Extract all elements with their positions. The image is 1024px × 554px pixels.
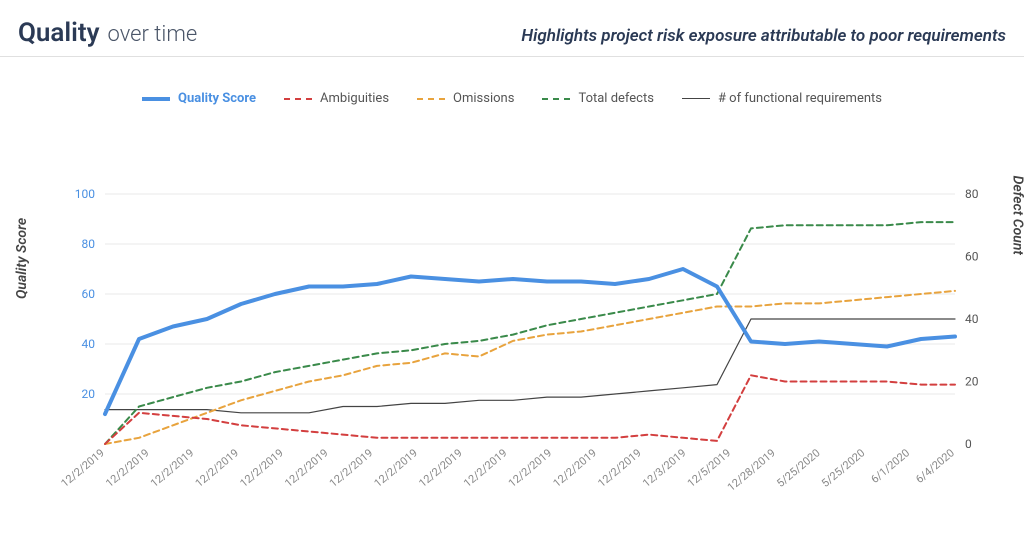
svg-text:100: 100: [75, 187, 95, 201]
svg-text:12/2/2019: 12/2/2019: [193, 446, 241, 490]
svg-text:20: 20: [82, 387, 96, 401]
svg-text:12/2/2019: 12/2/2019: [237, 446, 285, 490]
legend-item-defects[interactable]: Total defects: [542, 91, 654, 106]
chart-container: Quality Score Ambiguities Omissions Total d…: [0, 57, 1024, 497]
legend: Quality Score Ambiguities Omissions Total d…: [0, 57, 1024, 114]
svg-text:6/4/2020: 6/4/2020: [913, 446, 957, 486]
svg-text:12/2/2019: 12/2/2019: [327, 446, 375, 490]
series-quality: [105, 269, 955, 414]
svg-text:12/28/2019: 12/28/2019: [725, 446, 778, 494]
y-axis-right-label: Defect Count: [1010, 175, 1024, 255]
legend-label: Total defects: [578, 91, 654, 106]
svg-text:40: 40: [82, 337, 96, 351]
header: Quality over time Highlights project ris…: [0, 0, 1024, 57]
svg-text:5/25/2020: 5/25/2020: [819, 446, 867, 490]
legend-item-funcreq[interactable]: # of functional requirements: [682, 91, 882, 106]
svg-text:80: 80: [965, 187, 979, 201]
svg-text:12/2/2019: 12/2/2019: [461, 446, 509, 490]
legend-label: # of functional requirements: [718, 91, 882, 106]
series-ambig: [105, 375, 955, 444]
svg-text:12/2/2019: 12/2/2019: [58, 446, 106, 490]
legend-swatch: [284, 98, 312, 100]
svg-text:12/2/2019: 12/2/2019: [595, 446, 643, 490]
y-axis-left-label: Quality Score: [14, 218, 30, 299]
chart-svg: 2040608010002040608012/2/201912/2/201912…: [0, 114, 1024, 554]
page-title: Quality over time: [18, 18, 197, 48]
svg-text:12/2/2019: 12/2/2019: [103, 446, 151, 490]
svg-text:12/2/2019: 12/2/2019: [551, 446, 599, 490]
svg-text:60: 60: [82, 287, 96, 301]
title-main: Quality: [18, 18, 100, 48]
title-sub: over time: [108, 22, 198, 47]
legend-label: Omissions: [453, 91, 514, 106]
svg-text:5/25/2020: 5/25/2020: [774, 446, 822, 490]
legend-label: Quality Score: [178, 91, 256, 106]
subtitle: Highlights project risk exposure attribu…: [521, 26, 1006, 46]
svg-text:12/2/2019: 12/2/2019: [148, 446, 196, 490]
svg-text:12/2/2019: 12/2/2019: [416, 446, 464, 490]
legend-item-quality[interactable]: Quality Score: [142, 91, 256, 106]
svg-text:20: 20: [965, 375, 979, 389]
svg-text:80: 80: [82, 237, 96, 251]
svg-text:12/3/2019: 12/3/2019: [640, 446, 688, 490]
legend-label: Ambiguities: [320, 91, 389, 106]
legend-swatch: [417, 98, 445, 100]
series-omiss: [105, 291, 955, 444]
svg-text:12/2/2019: 12/2/2019: [282, 446, 330, 490]
series-defects: [105, 222, 955, 444]
svg-text:12/2/2019: 12/2/2019: [506, 446, 554, 490]
svg-text:60: 60: [965, 250, 979, 264]
svg-text:12/2/2019: 12/2/2019: [372, 446, 420, 490]
legend-swatch: [142, 97, 170, 101]
legend-item-ambig[interactable]: Ambiguities: [284, 91, 389, 106]
legend-item-omiss[interactable]: Omissions: [417, 91, 514, 106]
svg-text:40: 40: [965, 312, 979, 326]
legend-swatch: [682, 98, 710, 99]
series-funcreq: [105, 319, 955, 413]
svg-text:6/1/2020: 6/1/2020: [868, 446, 912, 486]
legend-swatch: [542, 98, 570, 100]
svg-text:0: 0: [965, 437, 972, 451]
